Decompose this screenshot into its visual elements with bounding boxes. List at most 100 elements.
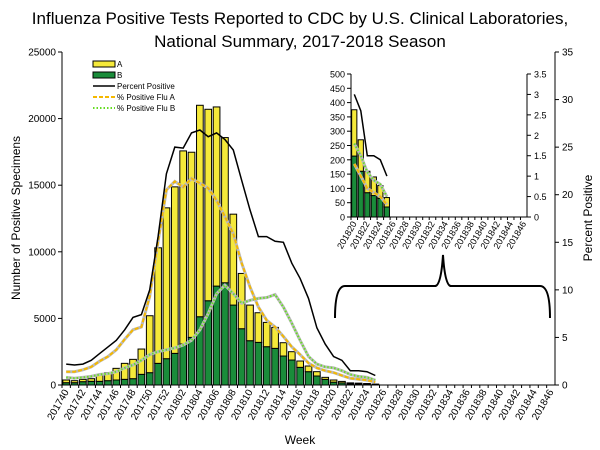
y2-tick-label: 2 [534, 131, 539, 141]
y2-tick-label: 1 [534, 172, 539, 182]
legend: AB Percent Positive % Positive Flu A % Posi… [92, 60, 175, 113]
bar-b-201807 [221, 282, 229, 386]
y-tick-label: 450 [330, 84, 345, 94]
legend-swatch-1 [92, 71, 116, 79]
y-tick-label: 500 [330, 70, 345, 80]
bar-a-201748 [129, 358, 137, 380]
bar-b-201815 [287, 359, 296, 386]
bar-a-201747 [120, 362, 129, 380]
bar-b-201743 [87, 380, 96, 386]
bar-a-201820 [351, 109, 358, 157]
bar-a-201750 [145, 315, 154, 374]
y-tick-label: 300 [330, 127, 345, 137]
bar-a-201741 [70, 380, 79, 384]
legend-label: A [117, 60, 123, 69]
bar-a-201805 [204, 108, 213, 302]
bar-b-201750 [145, 372, 154, 386]
bar-a-201818 [313, 371, 321, 377]
bar-a-201808 [229, 213, 238, 306]
y-tick-label: 250 [330, 141, 345, 151]
bar-a-201823 [370, 176, 377, 197]
bar-b-201803 [187, 336, 196, 386]
y-tick-label: 15000 [28, 181, 56, 192]
bar-a-201812 [262, 321, 271, 348]
bar-a-201819 [321, 376, 330, 380]
bar-a-201815 [287, 351, 296, 361]
y-tick-label: 100 [330, 184, 345, 194]
y2-tick-label: 0 [562, 381, 568, 392]
legend-label: % Positive Flu A [117, 93, 175, 102]
bar-b-201819 [321, 378, 330, 386]
bar-a-201752 [162, 207, 171, 360]
bar-b-201822 [364, 192, 371, 218]
y2-tick-label: 15 [562, 238, 574, 249]
bar-a-201817 [304, 365, 313, 373]
y-tick-label: 20000 [28, 114, 56, 125]
bar-a-201824 [363, 383, 371, 385]
bar-a-201801 [170, 186, 179, 354]
bar-a-201802 [179, 150, 188, 345]
bar-b-201811 [254, 341, 263, 386]
bar-a-201820 [329, 379, 338, 383]
bar-a-201822 [346, 382, 355, 385]
y2-tick-label: 5 [562, 333, 568, 344]
bar-b-201814 [279, 355, 288, 386]
line-percent-positive [353, 94, 388, 177]
chart-subtitle: National Summary, 2017-2018 Season [154, 32, 446, 51]
y2-tick-label: 35 [562, 48, 574, 59]
bar-a-201814 [279, 342, 288, 357]
y-tick-label: 5000 [34, 314, 57, 325]
chart-title: Influenza Positive Tests Reported to CDC… [32, 9, 568, 28]
y2-tick-label: 0 [534, 213, 539, 223]
bar-b-201751 [154, 362, 162, 386]
y-tick-label: 10000 [28, 247, 56, 258]
y-tick-label: 0 [50, 381, 56, 392]
y2-tick-label: 0.5 [534, 192, 547, 202]
legend-label: Percent Positive [117, 82, 175, 91]
bar-b-201818 [313, 375, 321, 386]
bar-b-201752 [162, 358, 171, 386]
legend-label: % Positive Flu B [117, 104, 175, 113]
line-percent-flu-b [353, 143, 388, 198]
y2-tick-label: 20 [562, 190, 574, 201]
y2-tick-label: 3 [534, 90, 539, 100]
bar-b-201825 [383, 206, 390, 218]
bar-a-201816 [296, 360, 304, 368]
line-percent-flu-a [66, 177, 376, 384]
bar-a-201811 [254, 312, 263, 343]
y2-axis-label: Percent Positive [581, 174, 595, 261]
bar-b-201809 [237, 328, 246, 386]
y2-tick-label: 10 [562, 285, 574, 296]
y2-tick-label: 2.5 [534, 110, 547, 120]
bar-b-201748 [129, 378, 137, 386]
y-tick-label: 150 [330, 170, 345, 180]
y2-tick-label: 1.5 [534, 151, 547, 161]
bar-b-201749 [137, 373, 146, 386]
bar-b-201808 [229, 304, 238, 386]
y2-tick-label: 30 [562, 95, 574, 106]
x-axis-label: Week [285, 433, 316, 447]
bar-b-201816 [296, 366, 304, 386]
bar-a-201743 [87, 378, 96, 382]
y2-tick-label: 3.5 [534, 70, 547, 80]
y-axis-label: Number of Positive Specimens [9, 136, 23, 300]
y-tick-label: 0 [340, 213, 345, 223]
y-tick-label: 25000 [28, 48, 56, 59]
bar-b-201812 [262, 346, 271, 386]
y2-tick-label: 25 [562, 143, 574, 154]
bar-a-201821 [338, 380, 346, 384]
line-percent-flu-a [353, 163, 388, 206]
bar-a-201742 [79, 378, 87, 383]
legend-label: B [117, 71, 122, 80]
bar-a-201823 [354, 382, 363, 385]
y-tick-label: 50 [335, 198, 345, 208]
line-percent-flu-b-halo [66, 282, 376, 382]
bar-a-201746 [112, 367, 121, 381]
bar-b-201744 [95, 380, 104, 386]
bar-a-201740 [62, 379, 71, 384]
y-tick-label: 350 [330, 112, 345, 122]
y-tick-label: 400 [330, 98, 345, 108]
bar-a-201804 [196, 104, 204, 318]
bar-b-201801 [170, 352, 179, 386]
